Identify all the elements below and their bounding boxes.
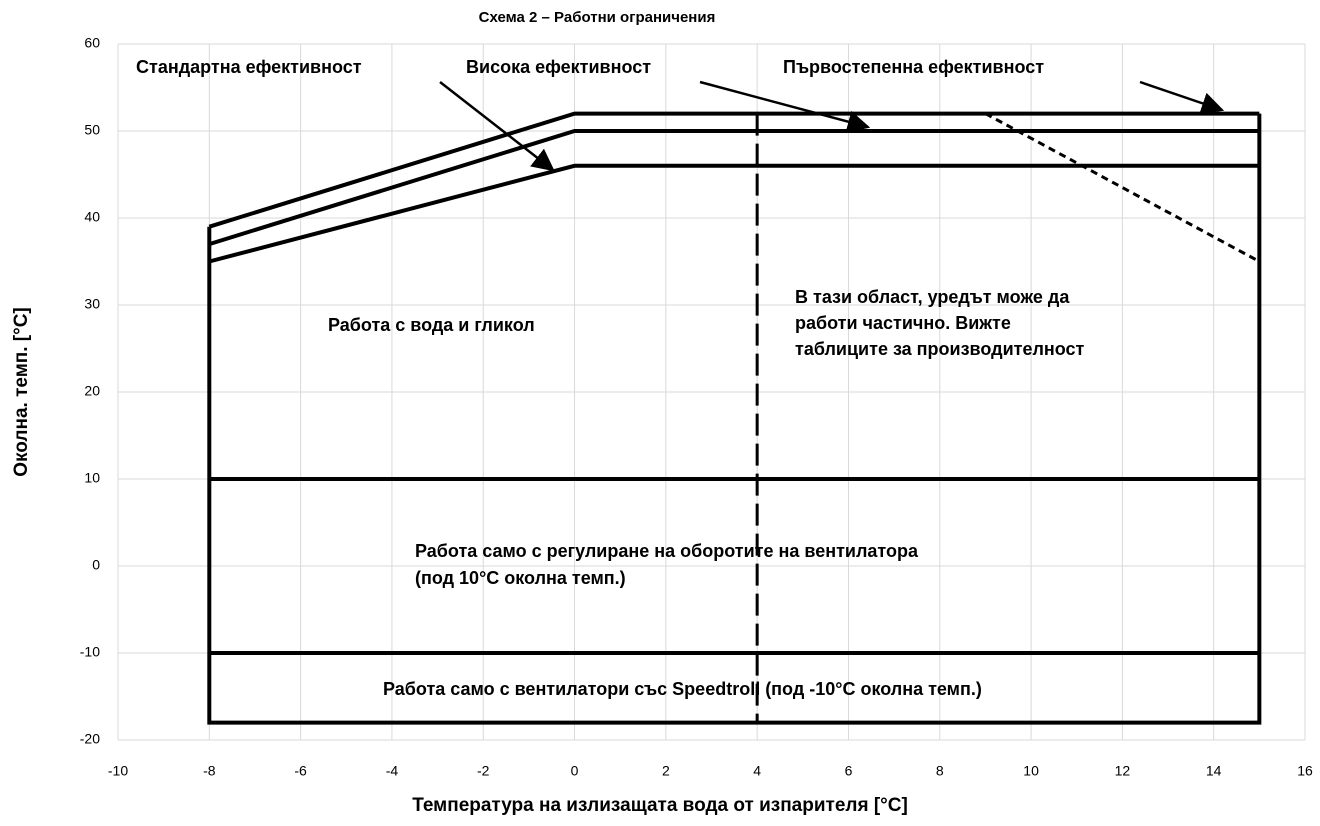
x-tick-label: 10	[1023, 763, 1039, 779]
y-tick-label: 10	[84, 470, 100, 486]
x-tick-label: -2	[477, 763, 490, 779]
legend-label: Стандартна ефективност	[136, 57, 362, 77]
series-line	[208, 129, 1260, 247]
y-tick-label: 50	[84, 122, 100, 138]
chart-title: Схема 2 – Работни ограничения	[479, 9, 716, 26]
x-tick-label: 0	[571, 763, 579, 779]
annotation: Работа само с вентилатори със Speedtroll…	[383, 679, 982, 699]
series-line	[207, 113, 1262, 725]
annotation: таблиците за производителност	[795, 339, 1085, 359]
y-tick-label: 30	[84, 296, 100, 312]
annotation: Работа само с регулиране на оборотите на…	[415, 541, 919, 561]
series-line	[208, 163, 1260, 264]
annotation: (под 10°C околна темп.)	[415, 568, 626, 588]
y-tick-label: -20	[80, 731, 100, 747]
x-tick-label: -10	[108, 763, 128, 779]
y-tick-label: 60	[84, 35, 100, 51]
legend-label: Висока ефективност	[466, 57, 651, 77]
legend-arrow	[439, 81, 555, 172]
x-axis-title: Температура на излизащата вода от изпари…	[412, 795, 908, 816]
x-tick-label: 12	[1115, 763, 1131, 779]
y-axis-title: Околна. темп. [°C]	[11, 307, 32, 477]
x-tick-label: -4	[386, 763, 399, 779]
y-tick-label: 40	[84, 209, 100, 225]
legend-arrow	[1139, 80, 1225, 115]
x-tick-label: 14	[1206, 763, 1222, 779]
x-tick-label: 6	[845, 763, 853, 779]
x-tick-label: 8	[936, 763, 944, 779]
x-tick-label: -6	[294, 763, 307, 779]
annotation: Работа с вода и гликол	[328, 315, 535, 335]
y-tick-label: 0	[92, 557, 100, 573]
x-tick-label: 2	[662, 763, 670, 779]
annotation: В тази област, уредът може да	[795, 287, 1070, 307]
annotation: работи частично. Вижте	[795, 313, 1011, 333]
x-tick-label: -8	[203, 763, 216, 779]
x-tick-label: 16	[1297, 763, 1313, 779]
legend-arrow	[699, 80, 871, 133]
legend-label: Първостепенна ефективност	[783, 57, 1044, 77]
x-tick-label: 4	[753, 763, 761, 779]
y-tick-label: 20	[84, 383, 100, 399]
series-line	[984, 112, 1261, 263]
y-tick-label: -10	[80, 644, 100, 660]
series-line	[208, 111, 1260, 229]
